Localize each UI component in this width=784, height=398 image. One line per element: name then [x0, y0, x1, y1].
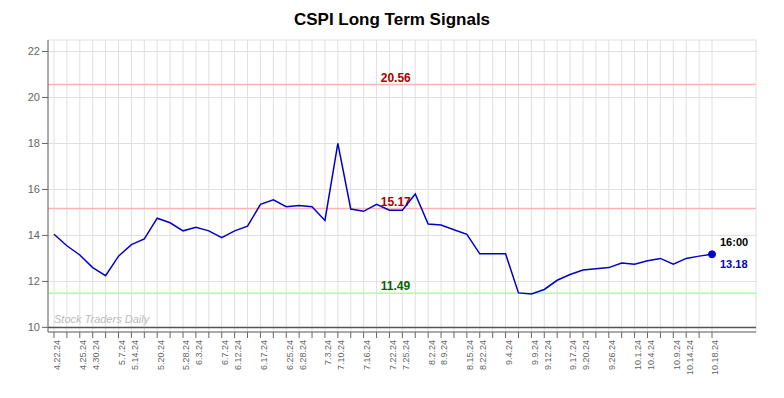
svg-text:7.16.24: 7.16.24: [362, 340, 372, 370]
svg-text:7.22.24: 7.22.24: [388, 340, 398, 370]
svg-text:9.20.24: 9.20.24: [581, 340, 591, 370]
svg-text:5.7.24: 5.7.24: [117, 340, 127, 365]
svg-text:Stock Traders Daily: Stock Traders Daily: [54, 313, 151, 325]
svg-text:9.9.24: 9.9.24: [530, 340, 540, 365]
svg-text:6.17.24: 6.17.24: [259, 340, 269, 370]
svg-text:6.3.24: 6.3.24: [194, 340, 204, 365]
svg-text:7.10.24: 7.10.24: [336, 340, 346, 370]
svg-text:6.25.24: 6.25.24: [285, 340, 295, 370]
svg-text:22: 22: [28, 45, 40, 57]
svg-text:12: 12: [28, 275, 40, 287]
svg-text:5.28.24: 5.28.24: [181, 340, 191, 370]
svg-text:10.4.24: 10.4.24: [646, 340, 656, 370]
svg-text:9.17.24: 9.17.24: [568, 340, 578, 370]
svg-text:14: 14: [28, 229, 40, 241]
svg-text:4.22.24: 4.22.24: [52, 340, 62, 370]
svg-text:8.22.24: 8.22.24: [478, 340, 488, 370]
svg-text:5.14.24: 5.14.24: [130, 340, 140, 370]
svg-text:8.9.24: 8.9.24: [439, 340, 449, 365]
svg-text:6.28.24: 6.28.24: [298, 340, 308, 370]
svg-text:9.12.24: 9.12.24: [543, 340, 553, 370]
svg-text:15.17: 15.17: [381, 195, 411, 209]
svg-text:9.4.24: 9.4.24: [504, 340, 514, 365]
svg-text:6.7.24: 6.7.24: [220, 340, 230, 365]
svg-text:10.1.24: 10.1.24: [633, 340, 643, 370]
svg-text:8.2.24: 8.2.24: [427, 340, 437, 365]
svg-text:6.12.24: 6.12.24: [233, 340, 243, 370]
svg-text:20.56: 20.56: [381, 71, 411, 85]
svg-text:20: 20: [28, 91, 40, 103]
svg-text:10.18.24: 10.18.24: [710, 340, 720, 375]
svg-text:16:00: 16:00: [720, 236, 748, 248]
html-text:CSPI Long Term Signals: CSPI Long Term Signals: [293, 10, 491, 29]
svg-text:8.15.24: 8.15.24: [465, 340, 475, 370]
svg-text:7.3.24: 7.3.24: [323, 340, 333, 365]
svg-text:9.26.24: 9.26.24: [607, 340, 617, 370]
svg-text:5.20.24: 5.20.24: [156, 340, 166, 370]
svg-text:7.25.24: 7.25.24: [401, 340, 411, 370]
svg-text:11.49: 11.49: [381, 279, 411, 293]
svg-text:4.30.24: 4.30.24: [91, 340, 101, 370]
svg-text:10: 10: [28, 321, 40, 333]
svg-text:10.9.24: 10.9.24: [672, 340, 682, 370]
svg-text:13.18: 13.18: [720, 258, 748, 270]
svg-text:4.25.24: 4.25.24: [78, 340, 88, 370]
svg-text:18: 18: [28, 137, 40, 149]
svg-text:10.14.24: 10.14.24: [685, 340, 695, 375]
svg-text:16: 16: [28, 183, 40, 195]
